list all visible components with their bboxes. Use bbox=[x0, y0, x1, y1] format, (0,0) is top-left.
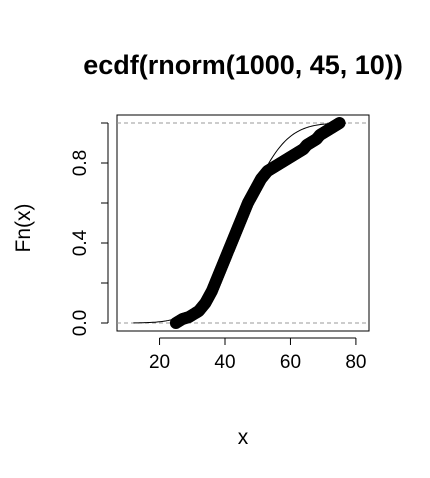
data-points bbox=[169, 117, 346, 329]
plot-area bbox=[116, 114, 370, 332]
data-point bbox=[333, 117, 346, 129]
chart-title: ecdf(rnorm(1000, 45, 10)) bbox=[83, 50, 403, 80]
x-tick-label: 20 bbox=[149, 352, 170, 373]
y-axis: 0.0 0.4 0.8 bbox=[70, 122, 109, 336]
reference-lines bbox=[117, 122, 369, 324]
x-tick-label: 40 bbox=[214, 352, 235, 373]
y-tick-label: 0.4 bbox=[70, 229, 91, 256]
x-tick-label: 60 bbox=[280, 352, 301, 373]
y-tick-label: 0.0 bbox=[70, 310, 91, 336]
plot-box bbox=[116, 114, 370, 332]
x-axis-label: x bbox=[238, 426, 249, 449]
y-tick-label: 0.8 bbox=[70, 150, 91, 176]
y-axis-label: Fn(x) bbox=[12, 204, 35, 253]
x-tick-label: 80 bbox=[345, 352, 366, 373]
x-axis: 20 40 60 80 bbox=[149, 337, 366, 373]
